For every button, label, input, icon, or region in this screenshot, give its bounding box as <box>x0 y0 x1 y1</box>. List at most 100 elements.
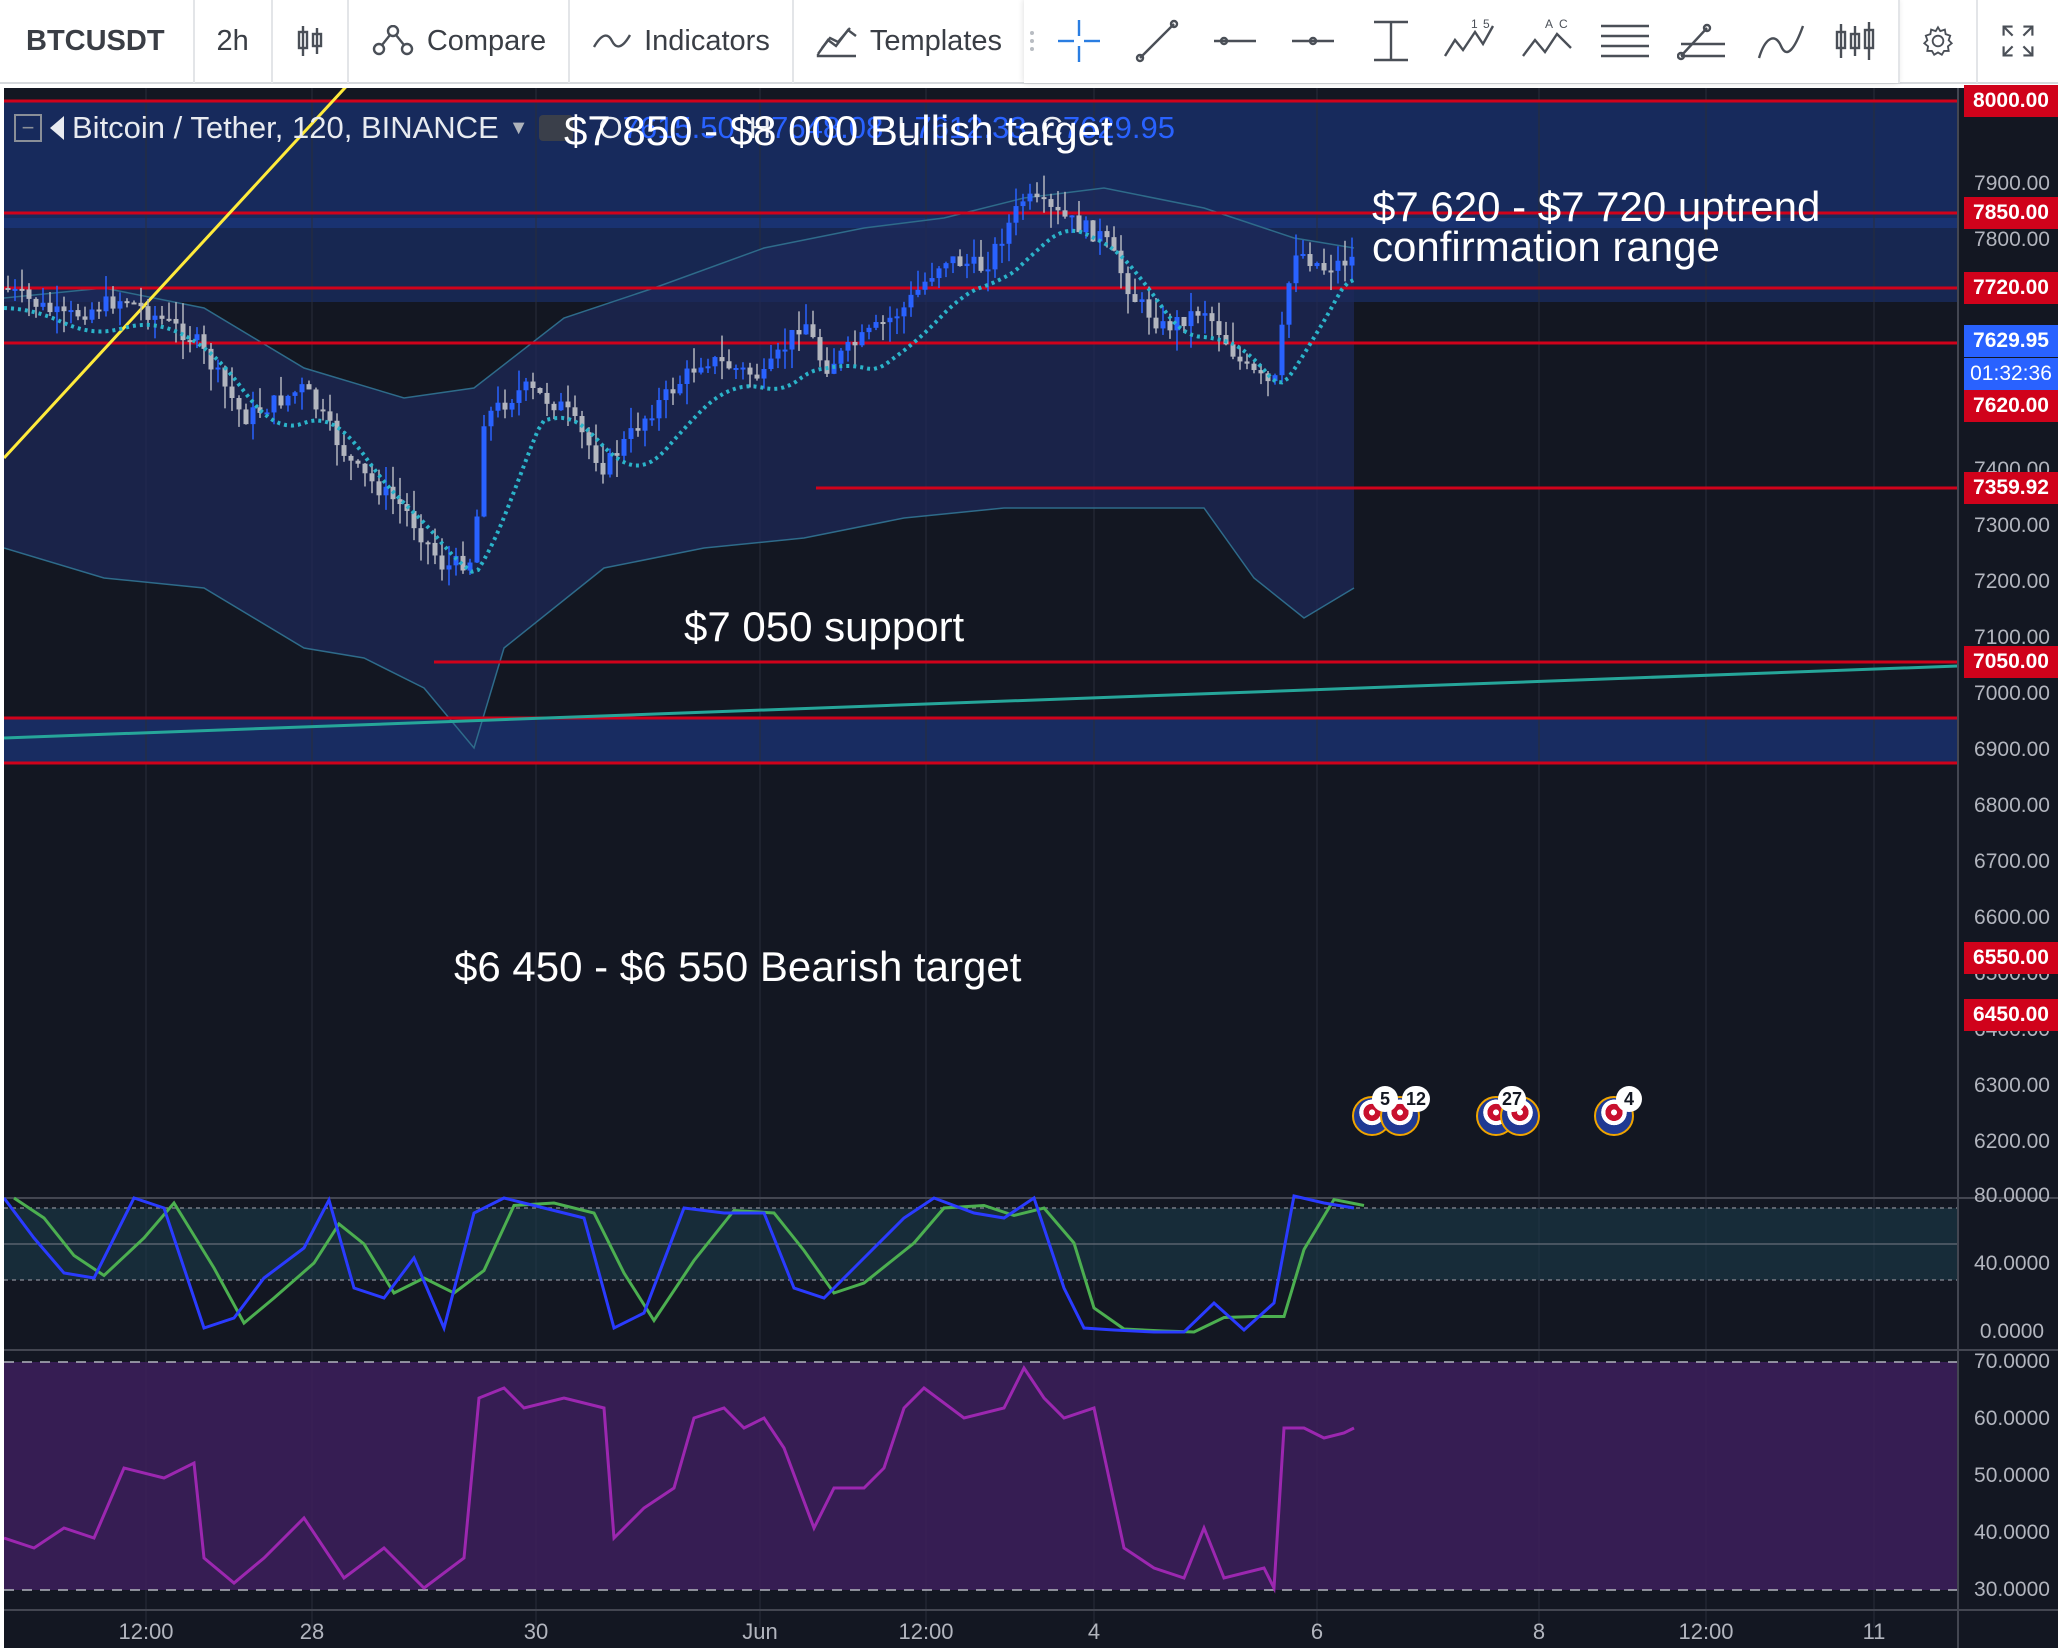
candle-body <box>838 350 844 364</box>
chart-area[interactable]: − Bitcoin / Tether, 120, BINANCE ▼ O 7615… <box>4 85 2058 1648</box>
candle-body <box>495 402 501 411</box>
candle-body <box>397 499 403 505</box>
uptrend-annotation-line2[interactable]: confirmation range <box>1372 223 1720 270</box>
candle-body <box>663 389 669 401</box>
candle-body <box>978 256 984 271</box>
candle-body <box>509 402 515 410</box>
symbol-search[interactable]: BTCUSDT <box>0 0 195 83</box>
candle-body <box>971 256 977 264</box>
support-annotation[interactable]: $7 050 support <box>684 603 965 650</box>
us-flag-icon[interactable] <box>1380 1096 1420 1136</box>
fib-retracement-tool[interactable] <box>1586 0 1664 83</box>
candle-body <box>1097 231 1103 242</box>
candle-body <box>166 318 172 321</box>
candle-body <box>439 555 445 570</box>
fib-fan-tool[interactable] <box>1664 0 1742 83</box>
candle-body <box>1167 321 1173 331</box>
candle-body <box>943 263 949 269</box>
price-range-tool[interactable] <box>1352 0 1430 83</box>
candle-body <box>1174 316 1180 331</box>
level-label-7620: 7620.00 <box>1964 390 2058 422</box>
candle-body <box>278 395 284 406</box>
candle-body <box>894 316 900 319</box>
candle-body <box>1132 294 1138 302</box>
candle-body <box>502 402 508 410</box>
bullish-target-annotation[interactable]: $7 850 - $8 000 Bullish target <box>564 107 1113 154</box>
long-term-trendline <box>4 664 1959 740</box>
drag-handle[interactable] <box>1024 0 1040 83</box>
candle-body <box>103 296 109 312</box>
horizontal-line-tool[interactable] <box>1196 0 1274 83</box>
horizontal-ray-tool[interactable] <box>1274 0 1352 83</box>
candle-body <box>19 288 25 291</box>
candle-body <box>40 302 46 307</box>
candle-body <box>656 400 662 419</box>
candle-body <box>215 367 221 370</box>
rsi-band <box>4 1362 1958 1590</box>
visibility-toggle-icon[interactable] <box>538 115 573 141</box>
candle-body <box>299 384 305 393</box>
fullscreen-button[interactable] <box>1978 0 2058 83</box>
time-tick: 28 <box>299 1619 325 1644</box>
time-tick: 8 <box>1532 1619 1546 1644</box>
candle-body <box>1013 206 1019 223</box>
candle-body <box>159 315 165 319</box>
candle-body <box>292 392 298 396</box>
level-label-8000: 8000.00 <box>1964 85 2058 117</box>
indicators-button[interactable]: Indicators <box>570 0 794 83</box>
candle-body <box>1181 316 1187 327</box>
candle-body <box>537 388 543 393</box>
candle-body <box>1027 193 1033 202</box>
candle-body <box>845 342 851 351</box>
low-value: 7612.33 <box>914 110 1027 145</box>
trend-line-tool[interactable] <box>1118 0 1196 83</box>
chart-style-button[interactable] <box>273 0 349 83</box>
candle-body <box>1293 255 1299 284</box>
templates-label: Templates <box>869 24 1002 57</box>
event-count-badge: 27 <box>1498 1086 1527 1112</box>
candle-body <box>173 318 179 324</box>
candle-body <box>698 367 704 373</box>
compare-button[interactable]: Compare <box>349 0 571 83</box>
price-tick: 6900.00 <box>1974 738 2050 761</box>
candle-body <box>1251 363 1257 371</box>
open-value: 7615.50 <box>622 110 735 145</box>
interval-selector[interactable]: 2h <box>195 0 273 83</box>
candle-body <box>1160 321 1166 329</box>
crosshair-icon <box>1058 20 1100 62</box>
stoch-tick: 80.0000 <box>1974 1184 2050 1207</box>
collapse-legend-icon[interactable]: − <box>14 114 42 142</box>
candle-body <box>1209 313 1215 322</box>
price-tick: 6700.00 <box>1974 850 2050 873</box>
time-tick: Jun <box>742 1619 778 1644</box>
candle-body <box>964 263 970 267</box>
bearish-target-annotation[interactable]: $6 450 - $6 550 Bearish target <box>454 943 1022 990</box>
settings-button[interactable] <box>1898 0 1978 83</box>
templates-button[interactable]: Templates <box>794 0 1024 83</box>
candle-body <box>1146 299 1152 318</box>
candle-body <box>453 555 459 566</box>
candle-body <box>1216 321 1222 336</box>
candle-body <box>152 315 158 320</box>
fib-retracement-icon <box>1601 24 1649 58</box>
uptrend-annotation-line1[interactable]: $7 620 - $7 720 uptrend <box>1372 183 1821 230</box>
candle-body <box>68 310 74 313</box>
candle-body <box>1279 324 1285 376</box>
legend-dropdown-icon[interactable]: ▼ <box>508 116 529 139</box>
candle-body <box>950 256 956 264</box>
chart-canvas[interactable] <box>4 88 2058 1648</box>
time-tick: 4 <box>1087 1619 1101 1644</box>
candle-body <box>201 334 207 349</box>
brush-icon <box>1757 25 1805 59</box>
close-key: C <box>1040 110 1063 145</box>
crosshair-tool[interactable] <box>1040 0 1118 83</box>
candle-body <box>1090 220 1096 242</box>
candle-body <box>5 288 11 290</box>
long-short-tool[interactable] <box>1820 0 1898 83</box>
brush-tool[interactable] <box>1742 0 1820 83</box>
candle-body <box>908 294 914 308</box>
